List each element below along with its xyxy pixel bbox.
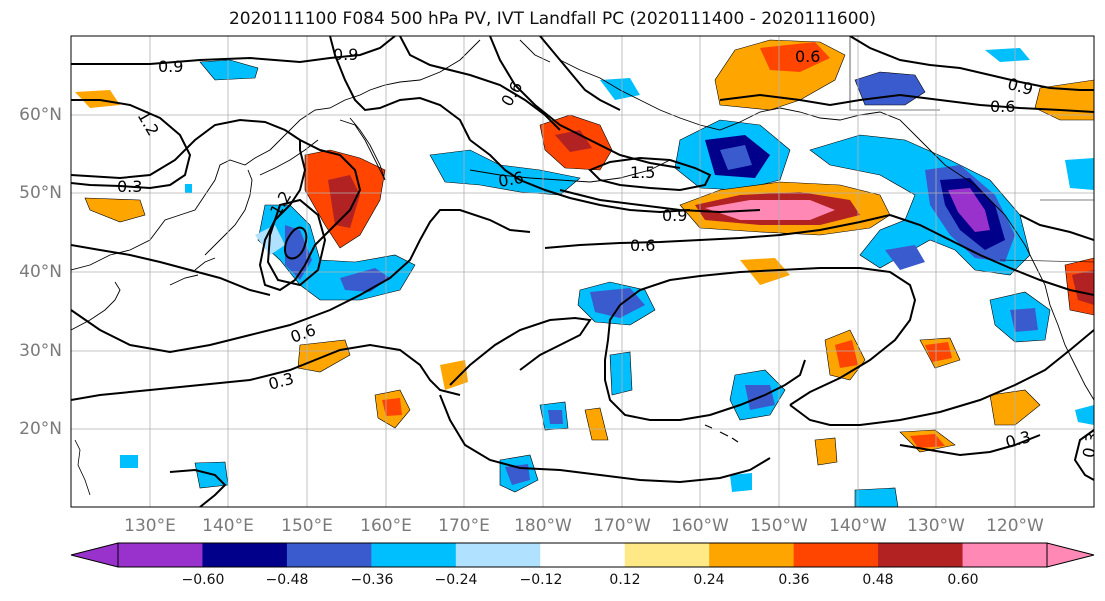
lon-label: 130°W: [907, 516, 965, 536]
map-frame: [70, 35, 1095, 508]
colorbar-tick-label: −0.12: [519, 572, 563, 588]
lon-label: 160°E: [360, 516, 412, 536]
colorbar-lower-extend: [70, 542, 119, 568]
lon-label: 130°E: [124, 516, 176, 536]
lon-label: 140°W: [829, 516, 887, 536]
colorbar-cell: [793, 543, 879, 567]
pc-shading: [75, 39, 1094, 507]
colorbar-cell: [371, 543, 457, 567]
lat-label: 20°N: [19, 419, 62, 439]
contour-label: 1.5: [630, 163, 655, 182]
contour-label: 0.9: [662, 206, 687, 225]
colorbar-cell: [962, 543, 1048, 567]
colorbar-tick-label: 0.60: [947, 572, 979, 588]
colorbar-frame: [117, 542, 1048, 568]
colorbar-tick-label: 0.12: [609, 572, 641, 588]
contour-label: 0.3: [117, 177, 142, 196]
lon-label: 170°W: [593, 516, 651, 536]
contour-label: 0.3: [1079, 431, 1102, 459]
lat-label: 40°N: [19, 262, 62, 282]
lon-label: 180°W: [514, 516, 572, 536]
lon-label: 150°W: [750, 516, 808, 536]
map-title: 2020111100 F084 500 hPa PV, IVT Landfall…: [228, 9, 876, 29]
colorbar-cell: [878, 543, 964, 567]
colorbar-cell: [540, 543, 626, 567]
contour-label: 0.9: [333, 45, 358, 64]
colorbar-tick-label: −0.36: [350, 572, 394, 588]
lon-label: 150°E: [281, 516, 333, 536]
colorbar-cell: [624, 543, 710, 567]
contour-label: 0.6: [497, 168, 525, 191]
lat-label: 50°N: [19, 183, 62, 203]
colorbar-cell: [455, 543, 541, 567]
lat-label: 60°N: [19, 105, 62, 125]
colorbar-tick-label: −0.60: [181, 572, 225, 588]
pv-contours: [71, 36, 1094, 507]
colorbar-tick-label: −0.24: [434, 572, 478, 588]
contour-label: 0.6: [795, 47, 820, 66]
lon-label: 120°W: [986, 516, 1044, 536]
colorbar-upper-extend: [1046, 542, 1095, 568]
contour-label: 0.6: [990, 97, 1015, 116]
colorbar: [70, 542, 1095, 568]
colorbar-tick-label: 0.24: [693, 572, 725, 588]
map-background: [71, 36, 1094, 507]
coastlines: [71, 36, 1094, 496]
colorbar-cell: [118, 543, 203, 567]
lon-label: 160°W: [671, 516, 729, 536]
colorbar-cell: [709, 543, 795, 567]
lon-label: 140°E: [202, 516, 254, 536]
lon-label: 170°E: [438, 516, 490, 536]
graticule: [71, 36, 1094, 507]
colorbar-tick-label: −0.48: [265, 572, 309, 588]
colorbar-cell: [202, 543, 288, 567]
colorbar-tick-label: 0.36: [778, 572, 810, 588]
colorbar-tick-label: 0.48: [862, 572, 894, 588]
contour-label: 0.6: [630, 236, 655, 255]
lat-label: 30°N: [19, 341, 62, 361]
contour-label: 0.9: [158, 57, 183, 76]
colorbar-cell: [286, 543, 372, 567]
